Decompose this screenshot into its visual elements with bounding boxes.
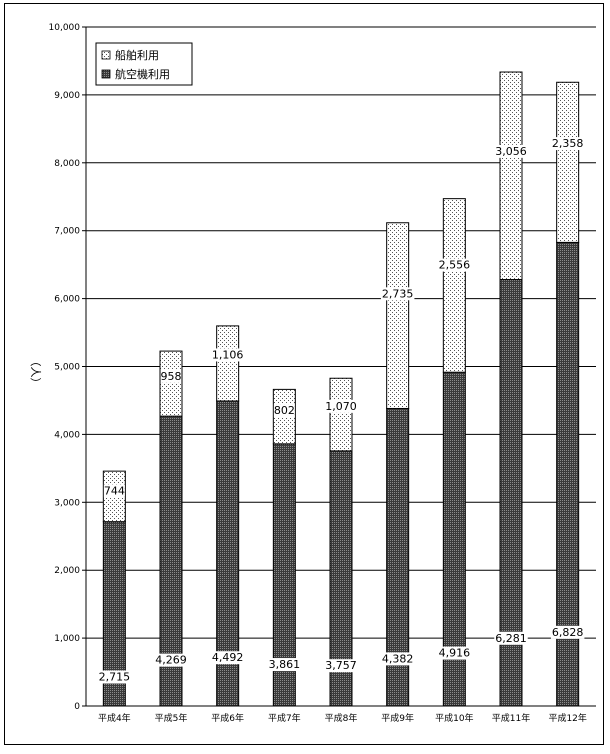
data-label-bg-1-3 xyxy=(273,404,295,418)
x-tick-label-2: 平成6年 xyxy=(211,712,244,724)
legend: 船舶利用 航空機利用 xyxy=(95,42,193,86)
y-tick-label-9: 9,000 xyxy=(54,91,80,101)
x-tick-label-0: 平成4年 xyxy=(98,712,131,724)
data-label-1-6: 2,556 xyxy=(439,259,471,272)
data-label-0-2: 4,492 xyxy=(212,651,244,664)
data-label-bg-1-6 xyxy=(437,258,472,272)
data-label-1-1: 958 xyxy=(161,370,182,383)
data-label-bg-0-2 xyxy=(210,651,245,665)
x-tick-label-8: 平成12年 xyxy=(548,712,586,724)
data-label-bg-0-4 xyxy=(324,659,358,673)
data-label-0-4: 3,757 xyxy=(325,659,357,672)
y-tick-label-1: 1,000 xyxy=(54,634,80,644)
data-label-bg-1-8 xyxy=(550,137,585,151)
x-tick-label-5: 平成9年 xyxy=(381,712,414,724)
bar-1-1 xyxy=(159,350,183,417)
data-label-bg-1-7 xyxy=(494,144,528,158)
data-label-bg-1-0 xyxy=(103,484,125,498)
y-tick-label-8: 8,000 xyxy=(54,159,80,169)
data-label-1-7: 3,056 xyxy=(495,145,527,158)
data-label-0-0: 2,715 xyxy=(99,671,131,684)
data-label-0-1: 4,269 xyxy=(155,654,187,667)
data-label-1-4: 1,070 xyxy=(325,400,357,413)
bar-1-8 xyxy=(556,81,580,243)
data-label-bg-0-1 xyxy=(154,653,188,667)
y-tick-label-2: 2,000 xyxy=(54,566,80,576)
y-tick-label-7: 7,000 xyxy=(54,227,80,237)
y-tick-label-10: 10,000 xyxy=(49,23,81,33)
x-tick-label-3: 平成7年 xyxy=(268,712,301,724)
data-label-bg-1-5 xyxy=(380,287,415,301)
data-label-0-5: 4,382 xyxy=(382,652,414,665)
legend-swatch-ship xyxy=(101,50,111,60)
data-label-bg-0-0 xyxy=(97,670,132,684)
data-label-1-8: 2,358 xyxy=(552,137,584,150)
data-label-bg-0-8 xyxy=(550,625,585,639)
y-tick-label-5: 5,000 xyxy=(54,363,80,373)
y-axis-label: （人） xyxy=(29,356,42,389)
x-tick-label-4: 平成8年 xyxy=(325,712,358,724)
data-label-0-8: 6,828 xyxy=(552,626,584,639)
data-label-bg-1-2 xyxy=(210,348,245,362)
data-label-0-7: 6,281 xyxy=(495,632,527,645)
legend-label-air: 航空機利用 xyxy=(115,67,170,81)
legend-label-ship: 船舶利用 xyxy=(115,48,159,62)
data-label-bg-0-3 xyxy=(267,658,302,672)
data-label-0-3: 3,861 xyxy=(269,658,301,671)
x-tick-label-1: 平成5年 xyxy=(155,712,188,724)
data-label-bg-0-5 xyxy=(380,652,415,666)
legend-box xyxy=(95,42,193,86)
bar-1-4 xyxy=(329,377,353,452)
data-labels: 2,715 744 4,269 958 4,492 1,106 3,861 802 3,757 1… xyxy=(97,137,585,684)
x-tick-label-6: 平成10年 xyxy=(435,712,473,724)
data-label-1-0: 744 xyxy=(104,484,125,497)
data-label-1-5: 2,735 xyxy=(382,287,414,300)
data-label-1-2: 1,106 xyxy=(212,348,244,361)
data-label-bg-1-4 xyxy=(324,399,358,413)
bar-1-5 xyxy=(386,222,410,409)
data-label-0-6: 4,916 xyxy=(439,647,471,660)
x-tick-label-7: 平成11年 xyxy=(492,712,530,724)
axes: 0 1,000 2,000 3,000 4,000 5,000 6,000 7,000 8,00… xyxy=(49,23,596,724)
y-tick-label-4: 4,000 xyxy=(54,430,80,440)
bar-1-7 xyxy=(499,71,523,281)
legend-swatch-air xyxy=(101,69,111,79)
data-label-bg-0-6 xyxy=(437,646,472,660)
data-label-bg-1-1 xyxy=(160,369,182,383)
data-label-1-3: 802 xyxy=(274,404,295,417)
bar-1-2 xyxy=(216,325,240,402)
y-tick-label-3: 3,000 xyxy=(54,498,80,508)
chart-frame xyxy=(4,3,604,745)
bars xyxy=(102,71,580,707)
bar-1-6 xyxy=(442,198,466,373)
data-label-bg-0-7 xyxy=(494,631,528,645)
y-tick-label-6: 6,000 xyxy=(54,295,80,305)
y-tick-label-0: 0 xyxy=(74,702,80,712)
